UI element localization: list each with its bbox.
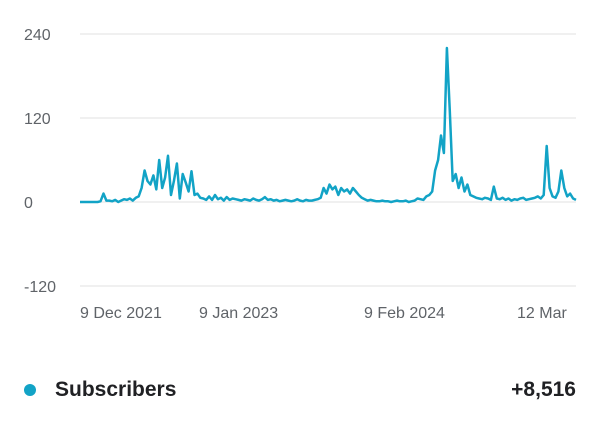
y-tick-label: 0: [24, 195, 33, 212]
series-layer: [80, 46, 577, 204]
series-line-subscribers: [80, 46, 577, 204]
x-tick-label: 9 Jan 2023: [199, 305, 278, 322]
legend-label: Subscribers: [55, 378, 177, 401]
x-tick-label: 9 Feb 2024: [364, 305, 445, 322]
legend: Subscribers +8,516: [24, 372, 576, 408]
y-axis-ticks: -120 0 120 240: [24, 27, 56, 296]
legend-total-value: +8,516: [511, 378, 576, 401]
x-tick-label: 9 Dec 2021: [80, 305, 162, 322]
y-tick-label: 240: [24, 27, 51, 44]
subscribers-line-chart: -120 0 120 240 9 Dec 2021 9 Jan 2023 9 Feb 20…: [24, 27, 577, 322]
x-tick-label: 12 Mar: [517, 305, 567, 322]
x-axis-ticks: 9 Dec 2021 9 Jan 2023 9 Feb 2024 12 Mar: [80, 305, 567, 322]
y-tick-label: 120: [24, 111, 51, 128]
y-tick-label: -120: [24, 279, 56, 296]
legend-dot: [24, 384, 36, 396]
gridlines: [80, 33, 576, 287]
